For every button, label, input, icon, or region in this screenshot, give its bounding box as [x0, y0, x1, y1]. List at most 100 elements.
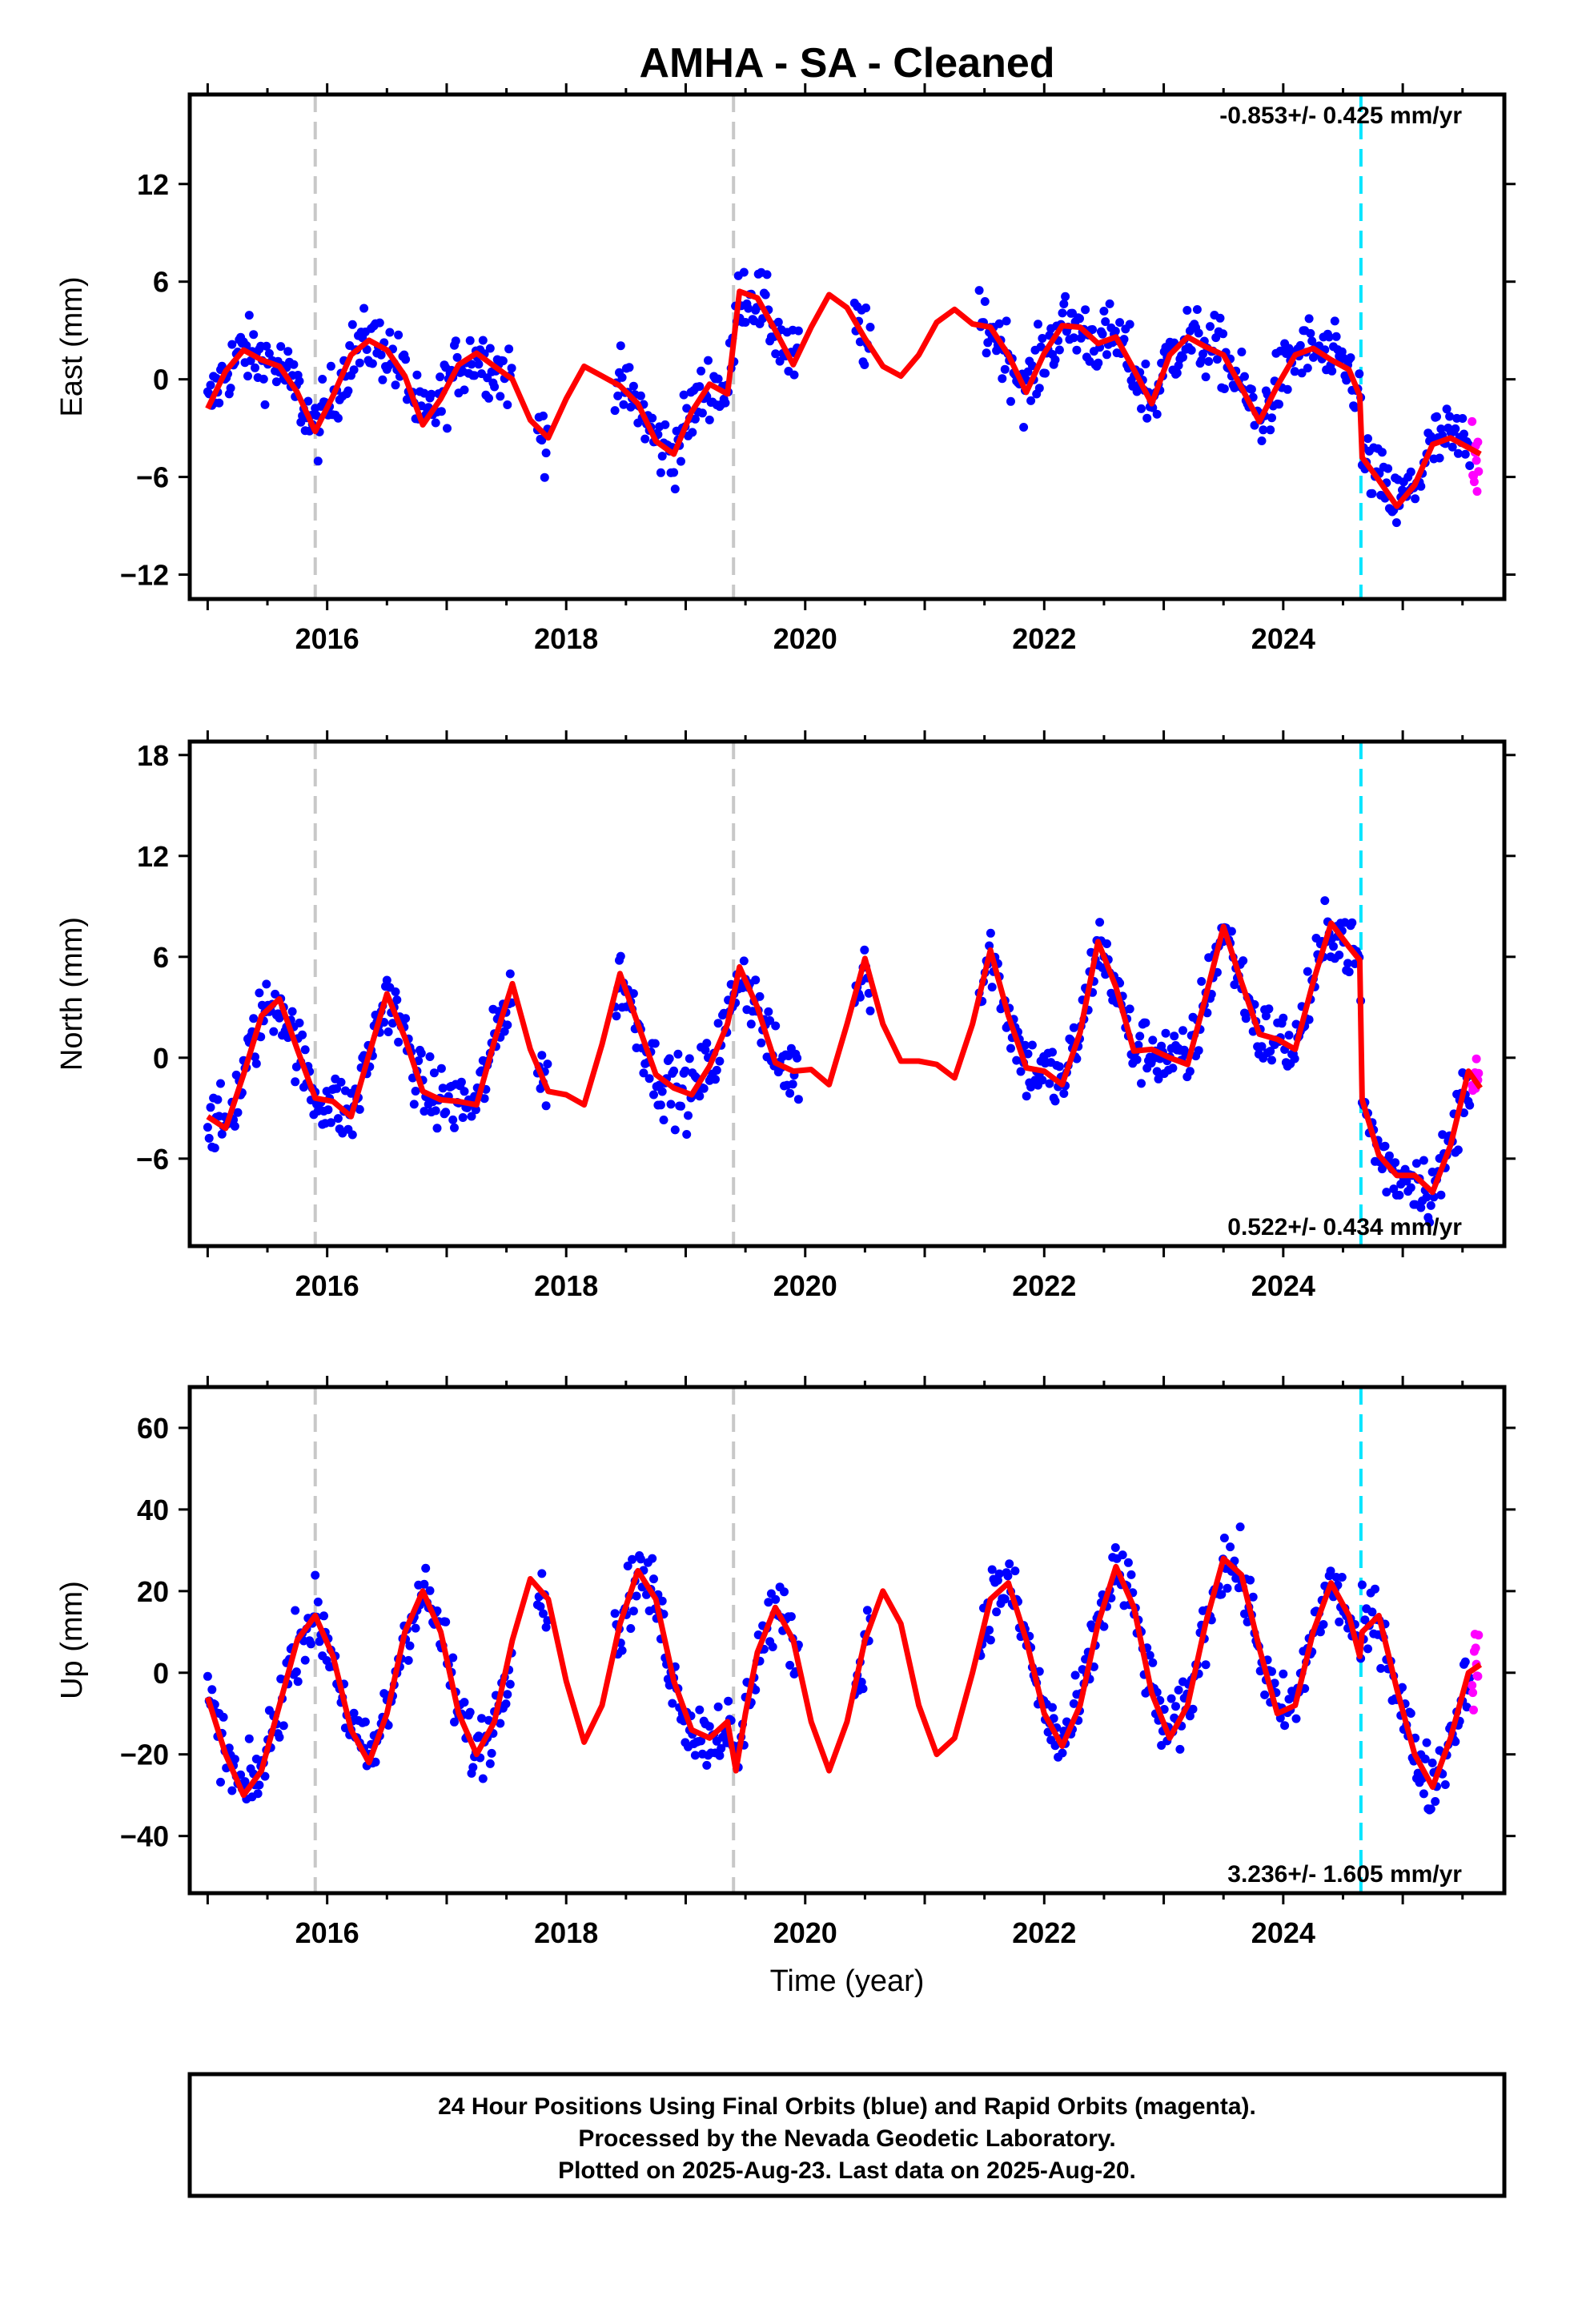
final-orbit-point: [775, 356, 785, 366]
final-orbit-point: [739, 956, 749, 966]
final-orbit-point: [1297, 368, 1307, 378]
final-orbit-point: [771, 1594, 781, 1604]
final-orbit-point: [741, 318, 750, 327]
final-orbit-point: [401, 355, 411, 364]
final-orbit-point: [713, 374, 723, 384]
final-orbit-point: [1048, 1047, 1057, 1057]
plot-area: [203, 1387, 1484, 1893]
final-orbit-point: [697, 408, 707, 418]
final-orbit-point: [649, 1574, 658, 1584]
final-orbit-point: [1023, 1049, 1033, 1059]
final-orbit-point: [679, 390, 689, 400]
final-orbit-point: [1267, 1667, 1276, 1676]
x-tick-label: 2020: [773, 1916, 837, 1949]
final-orbit-point: [1141, 1018, 1150, 1027]
final-orbit-point: [626, 1624, 636, 1633]
final-orbit-point: [465, 1707, 475, 1717]
final-orbit-point: [1438, 1130, 1447, 1140]
final-orbit-point: [471, 1105, 480, 1115]
final-orbit-point: [1290, 1054, 1299, 1063]
final-orbit-point: [306, 1639, 315, 1649]
final-orbit-point: [207, 1685, 217, 1695]
final-orbit-point: [1192, 305, 1202, 314]
final-orbit-point: [1279, 1669, 1288, 1679]
x-tick-label: 2016: [295, 1916, 359, 1949]
final-orbit-point: [994, 319, 1004, 328]
final-orbit-point: [504, 344, 514, 354]
final-orbit-point: [861, 304, 871, 312]
final-orbit-point: [1267, 1055, 1276, 1065]
final-orbit-point: [227, 1786, 237, 1795]
final-orbit-point: [1041, 368, 1050, 378]
final-orbit-point: [697, 1736, 706, 1746]
final-orbit-point: [1248, 392, 1258, 402]
final-orbit-point: [640, 434, 650, 444]
final-orbit-point: [536, 1602, 545, 1611]
final-orbit-point: [987, 983, 997, 992]
final-orbit-point: [1152, 409, 1162, 419]
final-orbit-point: [382, 975, 391, 985]
final-orbit-point: [1398, 1683, 1407, 1692]
final-orbit-point: [249, 330, 259, 340]
final-orbit-point: [1451, 1737, 1460, 1747]
final-orbit-point: [985, 1626, 994, 1634]
final-orbit-point: [217, 1129, 227, 1139]
final-orbit-point: [739, 267, 749, 277]
final-orbit-point: [666, 1100, 676, 1109]
final-orbit-point: [764, 1007, 773, 1016]
final-orbit-point: [702, 1760, 712, 1770]
final-orbit-point: [857, 1677, 866, 1687]
final-orbit-point: [443, 424, 452, 433]
final-orbit-point: [1406, 1183, 1415, 1192]
final-orbit-point: [1303, 364, 1312, 373]
final-orbit-point: [670, 485, 680, 494]
final-orbit-point: [1377, 448, 1387, 457]
final-orbit-point: [1440, 1780, 1450, 1789]
final-orbit-point: [761, 290, 770, 300]
final-orbit-point: [619, 400, 628, 409]
final-orbit-point: [276, 342, 286, 352]
final-orbit-point: [1099, 1622, 1109, 1631]
final-orbit-point: [1367, 489, 1377, 498]
final-orbit-point: [755, 991, 765, 1001]
final-orbit-point: [360, 1717, 370, 1727]
final-orbit-point: [429, 1068, 439, 1078]
final-orbit-point: [1119, 335, 1129, 344]
rapid-orbit-point: [1469, 1705, 1478, 1715]
final-orbit-point: [670, 1125, 680, 1135]
final-orbit-point: [405, 1641, 415, 1651]
final-orbit-point: [751, 975, 761, 985]
final-orbit-point: [1000, 1594, 1010, 1604]
final-orbit-point: [1406, 467, 1415, 476]
final-orbit-point: [326, 1118, 335, 1128]
final-orbit-point: [378, 375, 387, 384]
final-orbit-point: [1329, 942, 1338, 951]
final-orbit-point: [1095, 918, 1105, 927]
y-tick-label: 18: [137, 739, 169, 772]
final-orbit-point: [474, 1731, 484, 1741]
final-orbit-point: [1006, 396, 1015, 406]
final-orbit-point: [1422, 1738, 1431, 1747]
final-orbit-point: [986, 928, 995, 938]
final-orbit-point: [1327, 366, 1337, 376]
final-orbit-point: [496, 392, 505, 401]
final-orbit-point: [456, 1077, 466, 1087]
final-orbit-point: [865, 323, 875, 332]
final-orbit-point: [613, 391, 623, 400]
final-orbit-point: [1201, 1660, 1211, 1670]
final-orbit-point: [436, 1063, 446, 1073]
final-orbit-point: [230, 1121, 239, 1131]
final-orbit-point: [255, 988, 264, 998]
final-orbit-point: [244, 1734, 254, 1743]
final-orbit-point: [788, 1080, 797, 1089]
final-orbit-point: [1148, 1658, 1158, 1667]
final-orbit-point: [537, 436, 547, 445]
final-orbit-point: [1347, 918, 1357, 927]
final-orbit-point: [347, 320, 357, 329]
final-orbit-point: [690, 1751, 700, 1760]
final-orbit-point: [1125, 1004, 1134, 1014]
final-orbit-point: [677, 456, 685, 466]
final-orbit-point: [1142, 413, 1152, 423]
